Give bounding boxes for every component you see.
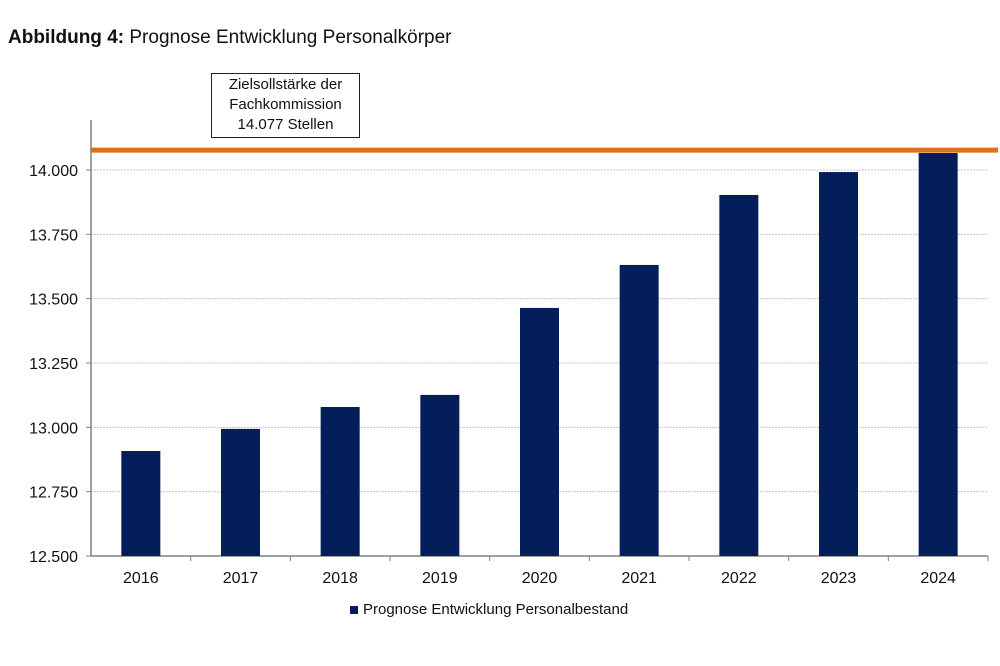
legend-label: Prognose Entwicklung Personalbestand <box>363 601 629 618</box>
target-annotation-box: Zielsollstärke der Fachkommission 14.077… <box>211 73 360 138</box>
x-tick-label: 2022 <box>721 570 757 587</box>
x-tick-label: 2020 <box>522 570 558 587</box>
x-tick-label: 2019 <box>422 570 458 587</box>
y-tick-label: 12.500 <box>29 549 78 566</box>
bar-2016 <box>121 451 161 556</box>
bar-2023 <box>819 172 858 557</box>
y-tick-label: 14.000 <box>29 163 78 180</box>
bar-2020 <box>520 307 559 556</box>
x-tick-label: 2018 <box>322 570 358 587</box>
annotation-line-1: Zielsollstärke der <box>228 76 343 93</box>
figure-title: Abbildung 4: Prognose Entwicklung Person… <box>8 27 452 49</box>
x-tick-label: 2017 <box>223 570 259 587</box>
chart-legend: Prognose Entwicklung Personalbestand <box>350 601 628 618</box>
x-tick-label: 2024 <box>920 570 956 587</box>
y-tick-label: 12.750 <box>29 485 78 502</box>
y-tick-label: 13.000 <box>29 420 78 437</box>
x-tick-label: 2016 <box>123 570 159 587</box>
bar-2024 <box>918 153 958 557</box>
figure-title-text: Prognose Entwicklung Personalkörper <box>129 27 452 48</box>
y-tick-label: 13.750 <box>29 227 78 244</box>
legend-swatch-icon <box>350 605 358 614</box>
bar-2021 <box>619 264 659 556</box>
annotation-line-2: Fachkommission <box>229 96 342 113</box>
figure-label: Abbildung 4: <box>8 27 125 48</box>
x-tick-label: 2023 <box>821 570 857 587</box>
y-tick-label: 13.500 <box>29 292 78 309</box>
annotation-line-3: 14.077 Stellen <box>237 116 334 133</box>
x-tick-label: 2021 <box>621 570 657 587</box>
bar-2019 <box>420 394 460 556</box>
bar-2022 <box>719 194 759 556</box>
bar-2017 <box>221 428 260 556</box>
y-tick-label: 13.250 <box>29 356 78 373</box>
bar-2018 <box>320 407 360 556</box>
